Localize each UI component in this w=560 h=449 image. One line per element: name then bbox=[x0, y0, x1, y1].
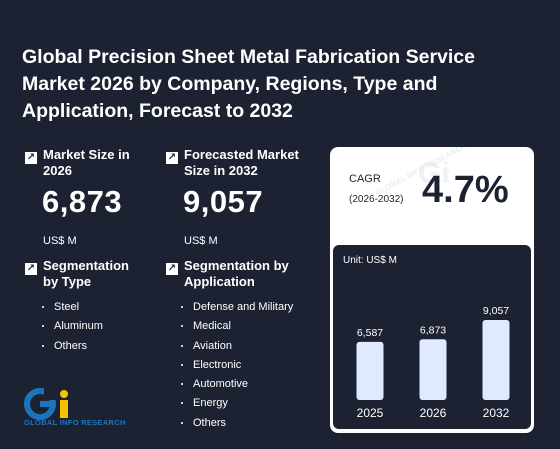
seg-app-label: Segmentation by Application bbox=[184, 258, 289, 289]
bar-2032 bbox=[482, 320, 510, 400]
bar-2026 bbox=[419, 339, 447, 400]
logo-text: GLOBAL INFO RESEARCH bbox=[24, 418, 126, 427]
cagr-period: (2026-2032) bbox=[349, 194, 404, 205]
list-item: Aviation bbox=[181, 337, 293, 356]
list-item: Automotive bbox=[181, 375, 293, 394]
chart-unit-label: Unit: US$ M bbox=[343, 255, 397, 266]
market-size-label: Market Size in 2026 bbox=[43, 147, 130, 178]
arrow-up-right-icon: ↗ bbox=[25, 152, 37, 164]
seg-type-list: Steel Aluminum Others bbox=[42, 298, 103, 356]
forecast-label: Forecasted Market Size in 2032 bbox=[184, 147, 299, 178]
data-label: 6,587 bbox=[357, 327, 383, 339]
list-item: Medical bbox=[181, 317, 293, 336]
list-item: Electronic bbox=[181, 356, 293, 375]
cagr-card: Gi GLOBAL INFO RESEARCH CAGR (2026-2032)… bbox=[330, 147, 534, 433]
list-item: Energy bbox=[181, 394, 293, 413]
list-item: Defense and Military bbox=[181, 298, 293, 317]
bar-chart: 6,587 2025 6,873 2026 9,057 2032 bbox=[356, 305, 510, 420]
forecast-unit: US$ M bbox=[184, 235, 218, 247]
x-tick-label: 2025 bbox=[357, 406, 384, 420]
seg-type-label: Segmentation by Type bbox=[43, 258, 129, 289]
arrow-up-right-icon: ↗ bbox=[166, 263, 178, 275]
arrow-up-right-icon: ↗ bbox=[166, 152, 178, 164]
bar-chart-panel: Unit: US$ M 6,587 2025 6,873 2026 9,057 2032 bbox=[333, 245, 531, 429]
list-item: Aluminum bbox=[42, 317, 103, 336]
logo: GLOBAL INFO RESEARCH bbox=[24, 388, 144, 428]
data-label: 6,873 bbox=[420, 324, 446, 336]
arrow-up-right-icon: ↗ bbox=[25, 263, 37, 275]
market-size-unit: US$ M bbox=[43, 235, 77, 247]
cagr-value: 4.7% bbox=[422, 169, 509, 211]
seg-app-list: Defense and Military Medical Aviation El… bbox=[181, 298, 293, 433]
x-tick-label: 2026 bbox=[420, 406, 447, 420]
watermark-logo: Gi bbox=[418, 157, 450, 190]
bar-2025 bbox=[356, 341, 384, 400]
page-title: Global Precision Sheet Metal Fabrication… bbox=[22, 46, 475, 122]
forecast-value: 9,057 bbox=[183, 184, 264, 219]
list-item: Others bbox=[181, 414, 293, 433]
x-tick-label: 2032 bbox=[483, 406, 510, 420]
cagr-label: CAGR bbox=[349, 173, 381, 185]
data-label: 9,057 bbox=[483, 305, 509, 317]
market-size-value: 6,873 bbox=[42, 184, 123, 219]
list-item: Steel bbox=[42, 298, 103, 317]
list-item: Others bbox=[42, 337, 103, 356]
logo-mark-icon bbox=[24, 388, 68, 420]
